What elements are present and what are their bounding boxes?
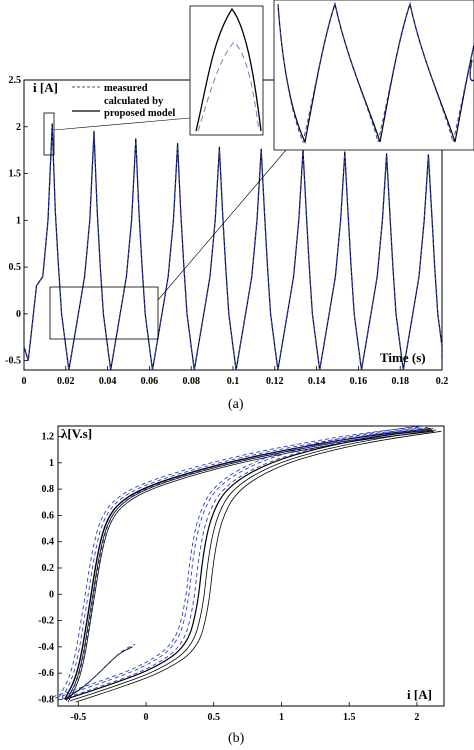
legend-model-label-2: proposed model [104,108,175,119]
chart-b-measured-upper [61,426,428,699]
legend-model-label-1: calculated by [104,96,164,107]
series-measured-line [23,126,443,371]
chart-a-xtick-label: 0.06 [141,376,159,387]
chart-a-peak-point [135,138,137,140]
chart-b-ylabel: λ[V.s] [61,426,92,441]
chart-a-ytick-label: 0.5 [9,262,22,273]
chart-a-peak-point [93,130,95,133]
chart-b-initial-measured [67,643,136,698]
chart-a-ticks: 0 0.02 0.04 0.06 0.08 0.1 0.12 0.14 0.16 0.18 0.2 2… [5,75,448,387]
chart-a-ytick-label: 1 [16,215,21,226]
chart-b-xtick-label: 1 [279,712,284,723]
chart-b-ticks: -0.5 0 0.5 1 1.5 2 1.2 1 0.8 0.6 0.4 0.2 0 -0.2 -0.4 -0… [38,432,419,723]
chart-a-xtick-label: 0.16 [350,376,368,387]
chart-b-ytick-label: -0.8 [38,694,54,705]
chart-b-ytick-label: -0.6 [38,668,54,679]
chart-b-xtick-label: 1.5 [343,712,356,723]
chart-a-peak-point [427,154,430,156]
chart-a-xtick-label: 0 [22,376,27,387]
chart-b-measured-upper [58,425,426,698]
chart-b-xtick-label: 0 [144,712,149,723]
chart-a-xtick-label: 0.02 [57,376,75,387]
chart-b-ytick-label: -0.4 [38,642,54,653]
chart-b-xlabel: i [A] [407,687,432,702]
zoom-box-trough [49,286,159,340]
chart-b-model-lower [70,429,436,702]
chart-a-ytick-label: -0.5 [5,356,21,367]
chart-b-ytick-label: 0.6 [42,510,55,521]
chart-b-measured-lower [55,426,422,699]
chart-b-ytick-label: 1 [49,458,54,469]
chart-b-model-upper [66,429,433,701]
chart-b-ytick-label: -0.2 [38,616,54,627]
chart-a-ytick-label: 2 [16,122,21,133]
chart-b-ytick-label: 1.2 [42,432,55,443]
chart-b-measured-lower [52,425,419,698]
chart-a-ylabel: i [A] [33,80,58,95]
chart-b-model-lower [64,428,431,700]
chart-a-legend: measured calculated by proposed model [72,83,175,119]
chart-a-caption: (a) [228,397,244,412]
chart-a-series [23,123,443,371]
chart-a-xtick-label: 0.14 [308,376,326,387]
zoom-leader-peak [53,117,191,131]
chart-a-peak-point [218,146,221,148]
inset-trough [273,0,474,151]
chart-a-ytick-label: 2.5 [9,75,22,86]
inset-trough-measured-line [277,2,474,144]
chart-b-measured-lower [60,428,427,700]
chart-a-peak-point [51,123,53,125]
zoom-leader-trough [157,142,293,301]
chart-b-xtick-label: 2 [414,712,419,723]
chart-b-model-upper [64,427,431,700]
chart-a-ytick-label: 0 [16,309,21,320]
chart-a-xtick-label: 0.2 [436,376,449,387]
chart-a-xlabel: Time (s) [380,350,426,365]
chart-b-xtick-label: -0.5 [70,712,86,723]
chart-a-xtick-label: 0.12 [266,376,284,387]
chart-a: 0 0.02 0.04 0.06 0.08 0.1 0.12 0.14 0.16 0.18 0.2 2… [5,0,474,387]
series-calculated-line [23,123,443,371]
chart-b-caption: (b) [228,731,245,745]
inset-peak [189,5,264,136]
chart-a-peak-point [386,153,388,155]
zoom-box-peak [43,112,55,156]
chart-b-ytick-label: 0 [49,589,54,600]
chart-b-measured-upper [67,428,434,700]
chart-b: -0.5 0 0.5 1 1.5 2 1.2 1 0.8 0.6 0.4 0.2 0 -0.2 -0.4 -0… [38,425,445,723]
chart-b-frame [57,425,445,707]
chart-b-model-lower [75,430,442,703]
chart-a-xtick-label: 0.1 [227,376,240,387]
chart-b-ytick-label: 0.2 [42,563,55,574]
chart-b-ytick-label: 0.8 [42,484,55,495]
chart-b-xtick-label: 0.5 [208,712,221,723]
chart-a-ytick-label: 1.5 [9,169,22,180]
chart-a-peak-point [177,143,179,145]
chart-b-model-upper [67,430,434,703]
chart-a-peak-point [344,151,346,153]
chart-a-xtick-label: 0.04 [99,376,117,387]
chart-a-xtick-label: 0.08 [182,376,200,387]
chart-b-ytick-label: 0.4 [42,537,55,548]
chart-b-series [52,425,442,703]
legend-measured-label: measured [104,83,148,94]
chart-a-peak-point [260,148,262,150]
chart-a-xtick-label: 0.18 [391,376,409,387]
